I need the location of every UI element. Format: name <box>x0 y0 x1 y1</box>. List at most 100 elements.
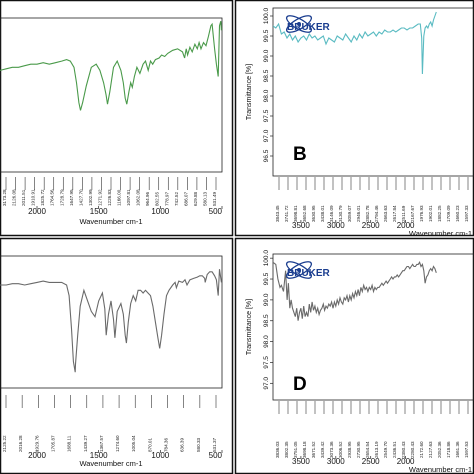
peak-marker: 2380.43 <box>401 401 406 458</box>
peak-label: 1976.93 <box>419 205 424 222</box>
peak-label: 1166.00 <box>117 189 122 206</box>
peak-label: 1902.01 <box>428 205 433 222</box>
bruker-logo: BRUKER <box>285 261 331 279</box>
peak-label: 1718.86 <box>446 441 451 458</box>
peak-marker: 3751.05 <box>293 401 298 458</box>
x-tick-label: 1000 <box>151 207 169 216</box>
peak-marker: 3006.52 <box>338 401 343 458</box>
peak-label: 629.88 <box>193 192 198 206</box>
peak-marker: 3698.81 <box>293 177 298 222</box>
peak-marker: 3146.09 <box>329 177 334 222</box>
x-tick-label: 2000 <box>28 207 46 216</box>
peak-marker: 1597.53 <box>464 401 469 458</box>
peak-marker: 629.88 <box>193 177 198 206</box>
peak-label: 531.49 <box>212 192 217 206</box>
peak-marker: 2280.43 <box>410 401 415 458</box>
peak-label: 1660.23 <box>455 205 460 222</box>
peak-marker: 1439.27 <box>83 395 88 452</box>
peak-label: 2730.95 <box>356 441 361 458</box>
peak-marker: 3836.03 <box>275 401 280 458</box>
peak-marker: 1660.23 <box>455 177 460 222</box>
peak-label: 1688.11 <box>67 435 72 452</box>
y-tick-label: 98.5 <box>263 69 270 82</box>
peak-label: 3751.05 <box>293 441 298 458</box>
logo-text: BRUKER <box>287 268 331 279</box>
peak-label: 1427.70 <box>78 189 83 206</box>
peak-marker: 2016.28 <box>18 395 23 452</box>
spectrum-line <box>273 261 437 321</box>
peak-label: 3698.81 <box>293 205 298 222</box>
y-tick-label: 97.0 <box>263 129 270 142</box>
peak-marker: 3698.18 <box>302 401 307 458</box>
peak-marker: 2052.36 <box>437 401 442 458</box>
peak-marker: 3741.72 <box>284 177 289 222</box>
peak-label: 3130.79 <box>338 205 343 222</box>
peak-marker: 3439.42 <box>320 401 325 458</box>
peak-marker: 531.37 <box>212 395 217 452</box>
peak-label: 636.39 <box>180 438 185 452</box>
x-tick-label: 2000 <box>397 457 415 466</box>
peak-marker: 3630.95 <box>311 177 316 222</box>
peak-marker: 1274.60 <box>115 395 120 452</box>
peak-label: 580.33 <box>196 438 201 452</box>
peak-marker: 2882.78 <box>365 177 370 222</box>
peak-label: 2125.22 <box>2 435 7 452</box>
peak-label: 2511.69 <box>401 205 406 222</box>
peak-marker: 2511.69 <box>401 177 406 222</box>
peak-label: 3843.45 <box>275 205 280 222</box>
peak-marker: 1597.33 <box>464 177 469 222</box>
x-tick-label: 3500 <box>292 457 310 466</box>
peak-marker: 2938.95 <box>347 401 352 458</box>
peak-marker: 3059.07 <box>347 177 352 222</box>
y-tick-label: 97.5 <box>263 109 270 122</box>
peak-label: 1661.36 <box>455 441 460 458</box>
peak-label: 870.01 <box>147 438 152 452</box>
y-tick-label: 98.5 <box>263 314 270 327</box>
peak-marker: 1764.56 <box>50 177 55 206</box>
peak-marker: 1226.83 <box>107 177 112 206</box>
peak-label: 2617.84 <box>392 205 397 222</box>
peak-marker: 1427.70 <box>78 177 83 206</box>
peak-label: 3630.95 <box>311 205 316 222</box>
peak-marker: 3173.28 <box>2 177 7 206</box>
y-tick-label: 98.0 <box>263 89 270 102</box>
peak-label: 2663.63 <box>383 205 388 222</box>
peak-marker: 1976.93 <box>419 177 424 222</box>
peak-label: 2882.78 <box>365 205 370 222</box>
logo-nucleus <box>297 268 301 272</box>
chart-panel-0: 3173.28 2126.08 2011.51 1910.91 1825.72 1764.… <box>0 17 223 226</box>
peak-marker: 1005.04 <box>131 395 136 452</box>
y-tick-label: 98.0 <box>263 335 270 348</box>
peak-label: 2946.01 <box>356 205 361 222</box>
peak-label: 1274.60 <box>115 435 120 452</box>
x-tick-label: 1500 <box>90 207 108 216</box>
peak-marker: 1882.25 <box>437 177 442 222</box>
bruker-logo: BRUKER <box>285 15 331 33</box>
x-tick-label: 3000 <box>327 221 345 230</box>
peak-label: 1728.79 <box>59 189 64 206</box>
peak-label: 3741.72 <box>284 205 289 222</box>
y-tick-label: 97.5 <box>263 356 270 369</box>
peak-marker: 1688.11 <box>67 395 72 452</box>
plot-area <box>0 17 223 173</box>
peak-marker: 742.52 <box>174 177 179 206</box>
peak-label: 3173.28 <box>2 189 7 206</box>
peak-marker: 1902.01 <box>428 177 433 222</box>
peak-marker: 2167.67 <box>410 177 415 222</box>
peak-label: 2280.43 <box>410 441 415 458</box>
peak-label: 1597.33 <box>464 205 469 222</box>
peak-label: 1597.53 <box>464 441 469 458</box>
peak-marker: 778.97 <box>164 177 169 206</box>
peak-marker: 1367.57 <box>99 395 104 452</box>
peak-marker: 964.96 <box>145 177 150 206</box>
peak-label: 802.55 <box>155 192 160 206</box>
peak-marker: 1302.99 <box>88 177 93 206</box>
spectrum-line <box>0 269 222 373</box>
x-tick-label: 2500 <box>362 457 380 466</box>
peak-label: 686.07 <box>183 192 188 206</box>
peak-marker: 3073.36 <box>329 401 334 458</box>
peak-label: 2016.28 <box>18 435 23 452</box>
peak-marker: 1661.36 <box>455 401 460 458</box>
peak-marker: 3843.45 <box>275 177 280 222</box>
logo-orbit <box>285 15 313 33</box>
